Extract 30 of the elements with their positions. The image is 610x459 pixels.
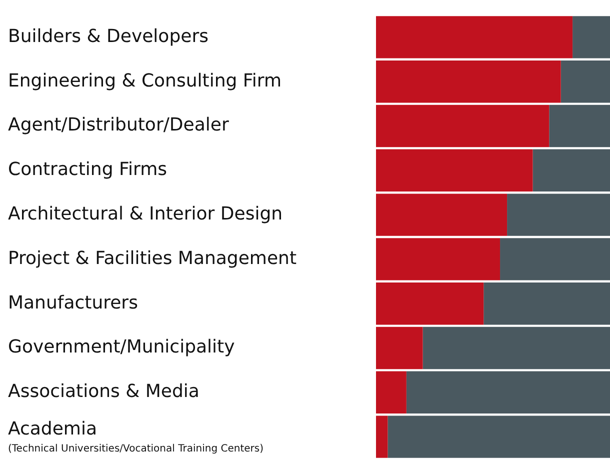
bar bbox=[376, 194, 508, 236]
y-tick-label: Government/Municipality bbox=[8, 336, 236, 358]
bar bbox=[376, 416, 388, 458]
y-tick-label: Architectural & Interior Design bbox=[8, 203, 283, 224]
y-tick-label: Manufacturers bbox=[8, 292, 138, 314]
bar bbox=[376, 16, 573, 58]
bar bbox=[376, 60, 561, 103]
bar bbox=[406, 371, 610, 414]
y-tick-label: Builders & Developers bbox=[8, 26, 208, 47]
bar bbox=[507, 194, 610, 236]
bar bbox=[532, 149, 610, 192]
y-tick-label: Academia (Technical Universities/Vocational Training Centers) bbox=[8, 418, 264, 454]
bar bbox=[376, 104, 550, 148]
y-tick-label: Associations & Media bbox=[8, 381, 200, 402]
bar bbox=[376, 238, 500, 280]
bar bbox=[500, 238, 610, 280]
bar bbox=[560, 60, 610, 103]
bar bbox=[422, 326, 610, 370]
bar bbox=[549, 104, 610, 148]
y-tick-label: Project & Facilities Management bbox=[8, 248, 297, 269]
bar bbox=[376, 149, 533, 192]
bar bbox=[572, 16, 610, 58]
bar bbox=[388, 416, 610, 458]
bar bbox=[484, 282, 610, 325]
y-tick-label: Engineering & Consulting Firm bbox=[8, 70, 282, 92]
bar bbox=[376, 282, 484, 325]
bar bbox=[376, 326, 423, 370]
y-tick-label: Contracting Firms bbox=[8, 159, 168, 180]
bar bbox=[376, 371, 406, 414]
y-tick-label: Agent/Distributor/Dealer bbox=[8, 114, 230, 136]
